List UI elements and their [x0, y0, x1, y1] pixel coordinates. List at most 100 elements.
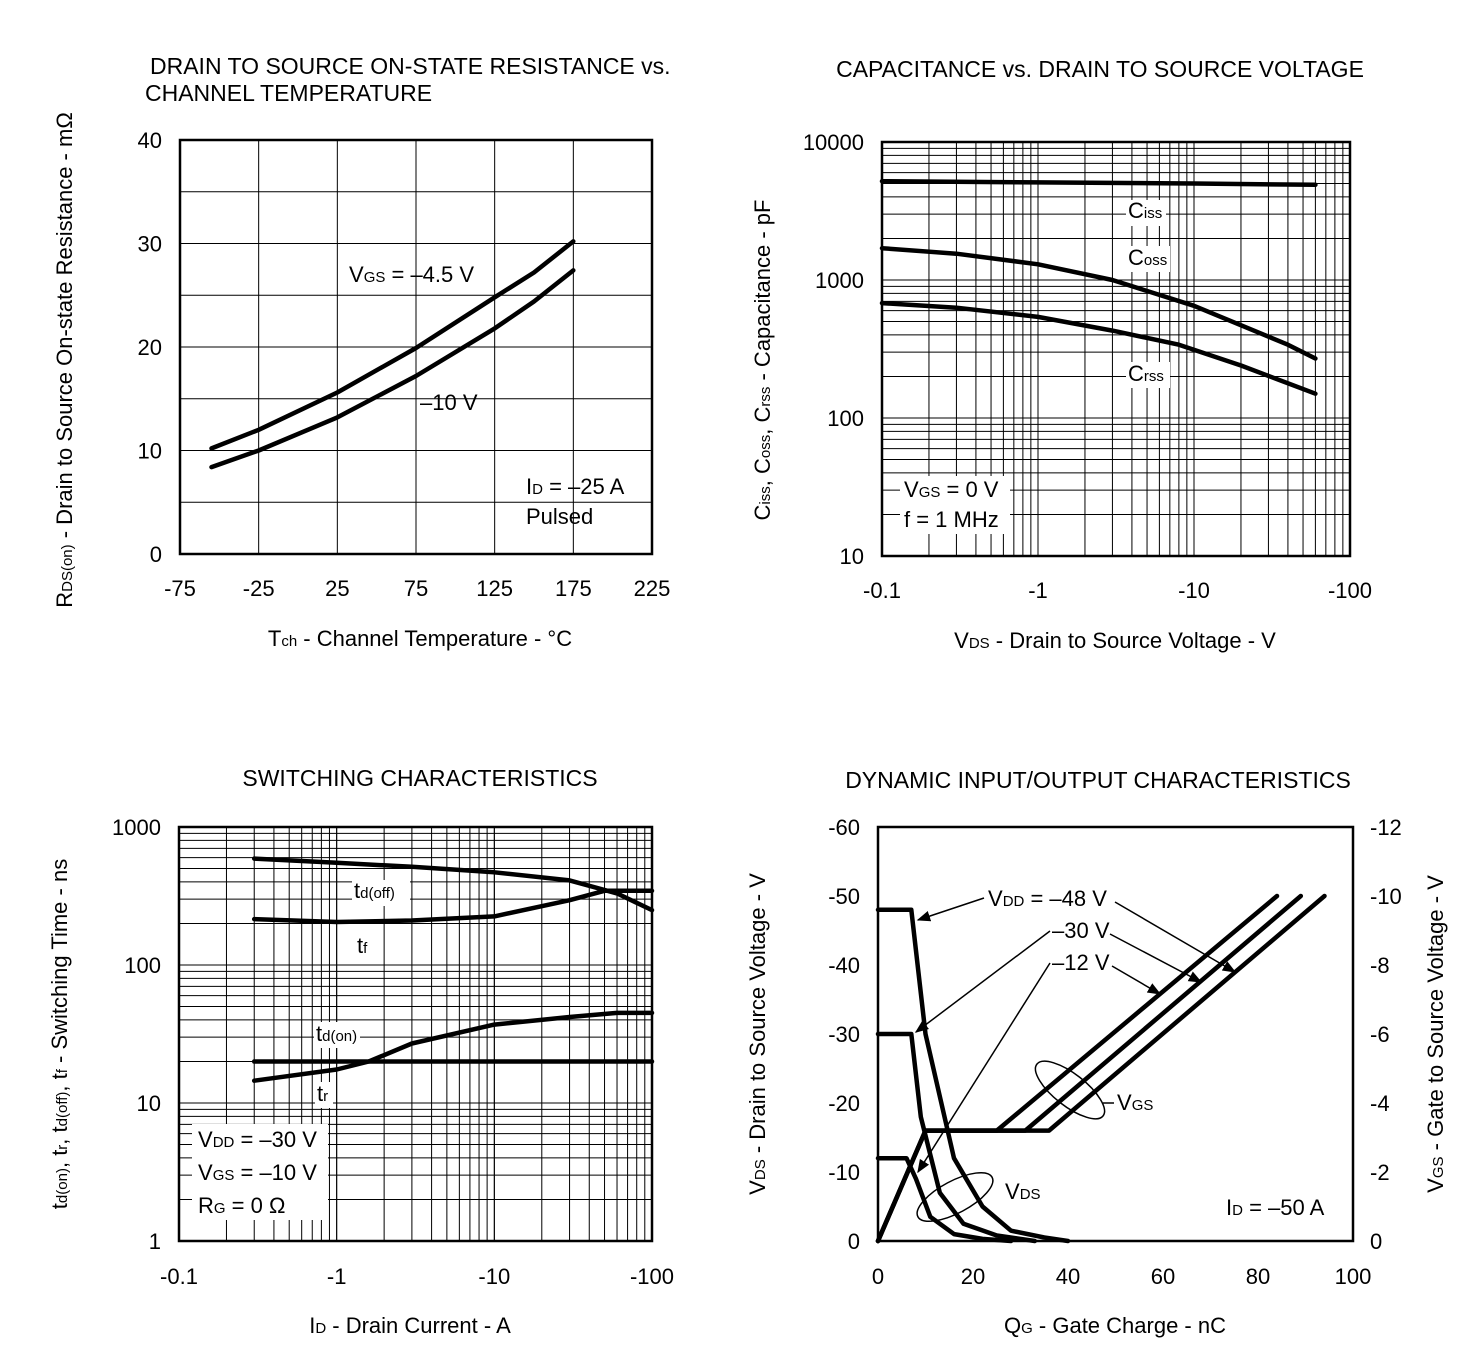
sw-y-tick: 10 — [137, 1091, 161, 1116]
cap-cond-bg — [900, 476, 1010, 534]
sw-label-bg-tdoff — [352, 880, 410, 906]
rds-cond-id: ID = –25 A — [526, 474, 625, 499]
dyn-arrow-vdd30-vgs — [1109, 933, 1203, 983]
sw-curve-0 — [251, 856, 655, 913]
sw-x-tick: -1 — [327, 1264, 347, 1289]
dyn-curves — [875, 893, 1327, 1244]
dyn-arrow-vdd48-vgs — [1114, 901, 1237, 973]
cap-y-tick: 100 — [827, 406, 864, 431]
cap-label-bg-crss — [1126, 362, 1170, 388]
rds-curves — [209, 239, 576, 470]
rds-y-tick: 0 — [150, 542, 162, 567]
cap-x-tick: -10 — [1178, 578, 1210, 603]
cap-x-tick: -100 — [1328, 578, 1372, 603]
sw-label-tr: tr — [317, 1081, 328, 1106]
rds-tick-labels: -75 -25 25 75 125 175 225 0 10 20 30 40 — [138, 128, 671, 601]
rds-x-tick: 175 — [555, 576, 592, 601]
dyn-y2-tick: -6 — [1370, 1022, 1390, 1047]
sw-y-tick: 1 — [149, 1229, 161, 1254]
cap-x-tick: -0.1 — [863, 578, 901, 603]
rds-x-tick: -75 — [164, 576, 196, 601]
rds-x-tick: 125 — [476, 576, 513, 601]
dyn-label-vgs: VGS — [1117, 1090, 1153, 1115]
rds-label-vgs-4v5: VGS = –4.5 V — [349, 262, 474, 287]
cap-plot-frame — [880, 140, 1352, 558]
cap-label-bg-ciss — [1126, 200, 1166, 226]
dyn-label-vdd12: –12 V — [1052, 950, 1110, 975]
dyn-arrow-vdd30-vds — [914, 930, 1051, 1033]
sw-x-axis-label: ID - Drain Current - A — [309, 1313, 511, 1338]
sw-label-bg-tdon — [314, 1022, 360, 1048]
rds-y-tick: 20 — [138, 335, 162, 360]
dyn-callouts — [914, 897, 1237, 1223]
sw-tick-labels: -0.1 -1 -10 -100 1 10 100 1000 — [112, 815, 674, 1289]
dyn-label-vdd30: –30 V — [1052, 918, 1110, 943]
dyn-y2-tick: 0 — [1370, 1229, 1382, 1254]
dyn-x-tick: 0 — [872, 1264, 884, 1289]
rds-y-axis-label: RDS(on) - Drain to Source On-state Resis… — [52, 112, 77, 608]
cap-label-bg-coss — [1126, 246, 1170, 272]
cap-x-tick: -1 — [1028, 578, 1048, 603]
rds-x-tick: 75 — [404, 576, 428, 601]
rds-title-line1: DRAIN TO SOURCE ON-STATE RESISTANCE vs. — [150, 53, 671, 79]
dyn-vgs-curve-1 — [875, 893, 1304, 1244]
rds-x-tick: -25 — [243, 576, 275, 601]
rds-curve-1 — [209, 268, 576, 470]
dyn-y2-tick: -4 — [1370, 1091, 1390, 1116]
sw-plot-frame — [177, 825, 654, 1243]
sw-y-tick: 100 — [124, 953, 161, 978]
dyn-y2-tick: -2 — [1370, 1160, 1390, 1185]
chart-rds-on-vs-temperature: DRAIN TO SOURCE ON-STATE RESISTANCE vs. … — [52, 53, 671, 651]
cap-tick-labels: -0.1 -1 -10 -100 10 100 1000 10000 — [803, 130, 1372, 603]
sw-curve-1 — [251, 888, 655, 925]
dyn-y-axis-label: VDS - Drain to Source Voltage - V — [745, 873, 770, 1195]
sw-title: SWITCHING CHARACTERISTICS — [242, 765, 597, 791]
cap-cond-vgs: VGS = 0 V — [904, 477, 999, 502]
rds-cond-pulsed: Pulsed — [526, 504, 593, 529]
dyn-x-axis-label: QG - Gate Charge - nC — [1004, 1313, 1226, 1338]
rds-plot-frame — [178, 138, 654, 556]
dyn-cond-id: ID = –50 A — [1226, 1195, 1325, 1220]
dyn-y-tick: -30 — [828, 1022, 860, 1047]
rds-x-tick: 225 — [634, 576, 671, 601]
cap-curve-ciss — [879, 178, 1318, 188]
cap-curve-coss — [879, 245, 1318, 361]
sw-cond-bg — [192, 1124, 328, 1220]
dyn-y-tick: -20 — [828, 1091, 860, 1116]
dyn-tick-labels: 0 20 40 60 80 100 0 -10 -20 -30 -40 -50 -60 0 -2 -4 -6 -8… — [828, 815, 1402, 1289]
chart-switching-characteristics: SWITCHING CHARACTERISTICS -0.1 -1 -10 -100 1… — [47, 765, 674, 1338]
sw-curve-2 — [251, 1010, 655, 1083]
rds-x-tick: 25 — [325, 576, 349, 601]
rds-y-tick: 10 — [138, 439, 162, 464]
sw-label-tf: tf — [357, 933, 368, 958]
cap-curves — [879, 178, 1318, 396]
dyn-x-tick: 40 — [1056, 1264, 1080, 1289]
chart-capacitance-vs-vds: CAPACITANCE vs. DRAIN TO SOURCE VOLTAGE … — [750, 56, 1372, 653]
dyn-y2-axis-label: VGS - Gate to Source Voltage - V — [1423, 875, 1448, 1193]
dyn-y2-tick: -10 — [1370, 884, 1402, 909]
dyn-x-tick: 20 — [961, 1264, 985, 1289]
dyn-ellipse-vgs — [1034, 1060, 1106, 1120]
dyn-arrow-vdd12-vgs — [1111, 965, 1162, 995]
sw-y-axis-label: td(on), tr, td(off), tf - Switching Time… — [47, 859, 72, 1209]
dyn-title: DYNAMIC INPUT/OUTPUT CHARACTERISTICS — [845, 767, 1351, 793]
sw-x-tick: -10 — [478, 1264, 510, 1289]
cap-y-tick: 10 — [840, 544, 864, 569]
cap-y-tick: 10000 — [803, 130, 864, 155]
sw-cond-rg: RG = 0 Ω — [198, 1193, 285, 1218]
dyn-x-tick: 100 — [1335, 1264, 1372, 1289]
cap-y-axis-label: Ciss, Coss, Crss - Capacitance - pF — [750, 200, 775, 521]
rds-curve-0 — [209, 239, 576, 451]
dyn-vds-curve-0 — [875, 907, 1071, 1244]
dyn-vds-curve-2 — [875, 1155, 1014, 1244]
dyn-y-tick: -50 — [828, 884, 860, 909]
dyn-arrow-vdd48-vds — [916, 897, 985, 922]
dyn-ellipse-vds — [916, 1171, 994, 1223]
dyn-y2-tick: -8 — [1370, 953, 1390, 978]
sw-x-tick: -0.1 — [160, 1264, 198, 1289]
dyn-y-tick: -40 — [828, 953, 860, 978]
cap-x-axis-label: VDS - Drain to Source Voltage - V — [954, 628, 1276, 653]
rds-title-line2: CHANNEL TEMPERATURE — [145, 80, 432, 106]
rds-label-10v: –10 V — [420, 390, 478, 415]
